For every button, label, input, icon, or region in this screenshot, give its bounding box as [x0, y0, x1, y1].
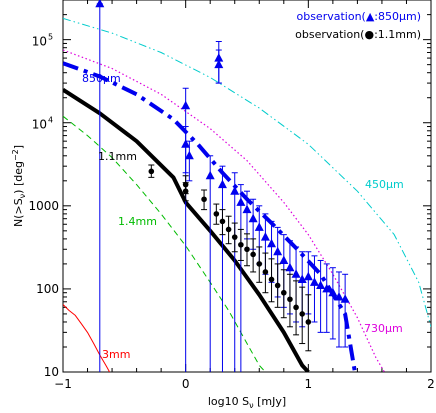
data-point: [303, 271, 313, 281]
data-point: [214, 59, 224, 69]
plot-frame: [62, 0, 432, 373]
data-point: [182, 188, 189, 194]
data-point: [267, 238, 277, 248]
data-point: [219, 218, 226, 225]
data-point: [273, 246, 283, 256]
y-tick-label: 10: [32, 35, 47, 49]
data-point: [184, 150, 194, 160]
data-point: [95, 0, 105, 8]
curve-label: 1.1mm: [98, 150, 137, 163]
data-point: [205, 170, 215, 180]
y-axis-title: N(>Sν) [deg−2]: [11, 145, 27, 227]
data-point: [181, 139, 191, 148]
data-point: [230, 186, 240, 195]
data-point: [242, 204, 252, 214]
data-point: [213, 211, 220, 217]
data-point: [250, 251, 256, 258]
observations-850um: [95, 0, 350, 372]
y-axis-title-part: ]: [12, 145, 25, 149]
data-point: [285, 262, 295, 272]
data-point: [291, 269, 301, 278]
y-axis-title-part: N(>S: [12, 198, 25, 227]
series-line: [63, 115, 266, 372]
curve-label: 1.4mm: [118, 215, 157, 228]
data-point: [297, 274, 307, 283]
data-point: [217, 179, 227, 189]
curve-label: 850μm: [82, 72, 121, 85]
data-point: [305, 319, 312, 325]
y-tick-exponent: 4: [48, 116, 53, 125]
x-axis-title-part: log10 S: [208, 395, 249, 408]
y-tick-label: 10: [32, 118, 47, 132]
data-point: [201, 196, 207, 203]
series-line: [63, 49, 385, 372]
data-point: [340, 294, 350, 303]
x-axis-title: log10 Sν [mJy]: [208, 395, 286, 410]
data-point: [254, 222, 264, 231]
observations-1p1mm: [148, 164, 312, 352]
curve-label: 730μm: [364, 322, 403, 335]
series-line: [63, 17, 431, 327]
data-point: [328, 287, 338, 297]
y-tick-label: 10: [44, 365, 59, 379]
data-point: [322, 283, 332, 293]
data-point: [238, 241, 244, 248]
x-tick-label: 0: [182, 377, 190, 391]
data-point: [281, 289, 287, 296]
data-point: [316, 280, 326, 289]
y-axis-title-part: −2: [11, 149, 20, 161]
x-tick-label: 2: [427, 377, 435, 391]
data-point: [262, 269, 269, 275]
y-axis-title-part: ν: [18, 193, 27, 198]
curve-label: 450μm: [365, 178, 404, 191]
y-tick-label: 100: [36, 282, 59, 296]
series-line: [63, 304, 111, 372]
data-point: [274, 282, 281, 289]
data-point: [287, 296, 293, 303]
data-point: [260, 232, 270, 241]
data-point: [334, 291, 344, 301]
data-point: [231, 234, 238, 240]
data-point: [268, 276, 275, 283]
x-tick-label: −1: [54, 377, 72, 391]
data-point: [299, 311, 306, 317]
data-point: [293, 304, 299, 311]
legend-entry: observation(●:1.1mm): [295, 28, 421, 41]
curve-label: 3mm: [102, 348, 130, 361]
data-point: [244, 246, 250, 253]
x-tick-label: 1: [305, 377, 313, 391]
data-point: [279, 255, 289, 264]
legend-entry: observation(▲:850μm): [296, 10, 421, 23]
y-axis-title-part: ) [deg: [12, 161, 25, 194]
series-line: [63, 61, 357, 372]
data-point: [236, 197, 246, 206]
x-axis-title-part: ν: [249, 401, 254, 410]
data-point: [248, 213, 258, 223]
data-point: [225, 226, 232, 233]
data-point: [148, 168, 155, 175]
data-point: [309, 277, 319, 286]
y-tick-label: 1000: [28, 199, 59, 213]
data-point: [256, 261, 263, 267]
y-tick-exponent: 5: [48, 33, 53, 42]
x-axis-title-part: [mJy]: [254, 395, 287, 408]
data-point: [181, 100, 191, 110]
